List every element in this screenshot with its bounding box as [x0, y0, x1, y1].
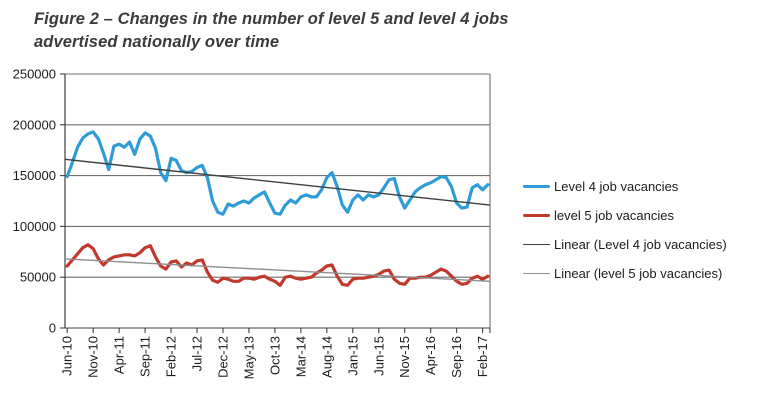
x-axis-label: Dec-12: [215, 336, 230, 378]
legend-line-swatch-2: [523, 213, 550, 218]
x-axis-label: Nov-15: [397, 336, 412, 378]
level-4-trend-line: [64, 158, 491, 206]
x-axis-label: Feb-12: [164, 336, 179, 377]
x-axis-label: Sep-11: [138, 336, 153, 377]
x-axis-label: Jun-10: [60, 336, 75, 376]
figure-title-line-1: Figure 2 – Changes in the number of leve…: [34, 10, 509, 28]
level-5-series-line: [65, 243, 490, 287]
legend-item: Linear (Level 4 job vacancies): [523, 230, 727, 259]
y-axis-label: 100000: [13, 219, 56, 234]
legend-line-swatch-1: [523, 184, 550, 189]
legend-line-swatch-3: [523, 243, 550, 246]
chart-legend: Level 4 job vacancies level 5 job vacanci…: [523, 172, 727, 288]
y-axis-label: 150000: [13, 168, 56, 183]
x-axis-label: Jul-12: [190, 336, 205, 371]
legend-line-swatch-4: [523, 272, 550, 275]
legend-label: Linear (Level 4 job vacancies): [554, 237, 727, 252]
y-axis-label: 250000: [13, 67, 56, 82]
legend-label: Level 4 job vacancies: [554, 179, 679, 194]
x-axis-label: Apr-11: [112, 336, 127, 374]
y-axis-label: 50000: [20, 270, 56, 285]
level-4-series-line: [65, 130, 490, 216]
x-axis-label: Apr-16: [423, 336, 438, 375]
x-axis-label: May-13: [241, 336, 256, 379]
level-5-trend-line: [64, 258, 491, 282]
legend-item: Level 4 job vacancies: [523, 172, 727, 201]
x-axis-label: Jun-15: [371, 336, 386, 376]
legend-item: level 5 job vacancies: [523, 201, 727, 230]
y-axis-label: 200000: [13, 117, 56, 132]
legend-label: Linear (level 5 job vacancies): [554, 266, 723, 281]
x-axis-label: Feb-17: [475, 336, 490, 377]
x-axis-label: Jan-15: [345, 336, 360, 376]
legend-item: Linear (level 5 job vacancies): [523, 259, 727, 288]
x-axis-label: Oct-13: [267, 336, 282, 375]
x-axis-label: Mar-14: [293, 336, 308, 377]
x-axis-label: Sep-16: [449, 336, 464, 378]
y-axis-label: 0: [49, 321, 56, 336]
figure-title-line-2: advertised nationally over time: [34, 32, 280, 51]
legend-label: level 5 job vacancies: [554, 208, 674, 223]
figure-title: Figure 2 – Changes in the number of leve…: [34, 8, 554, 54]
x-axis-label: Aug-14: [319, 336, 334, 378]
x-axis-label: Nov-10: [86, 336, 101, 378]
